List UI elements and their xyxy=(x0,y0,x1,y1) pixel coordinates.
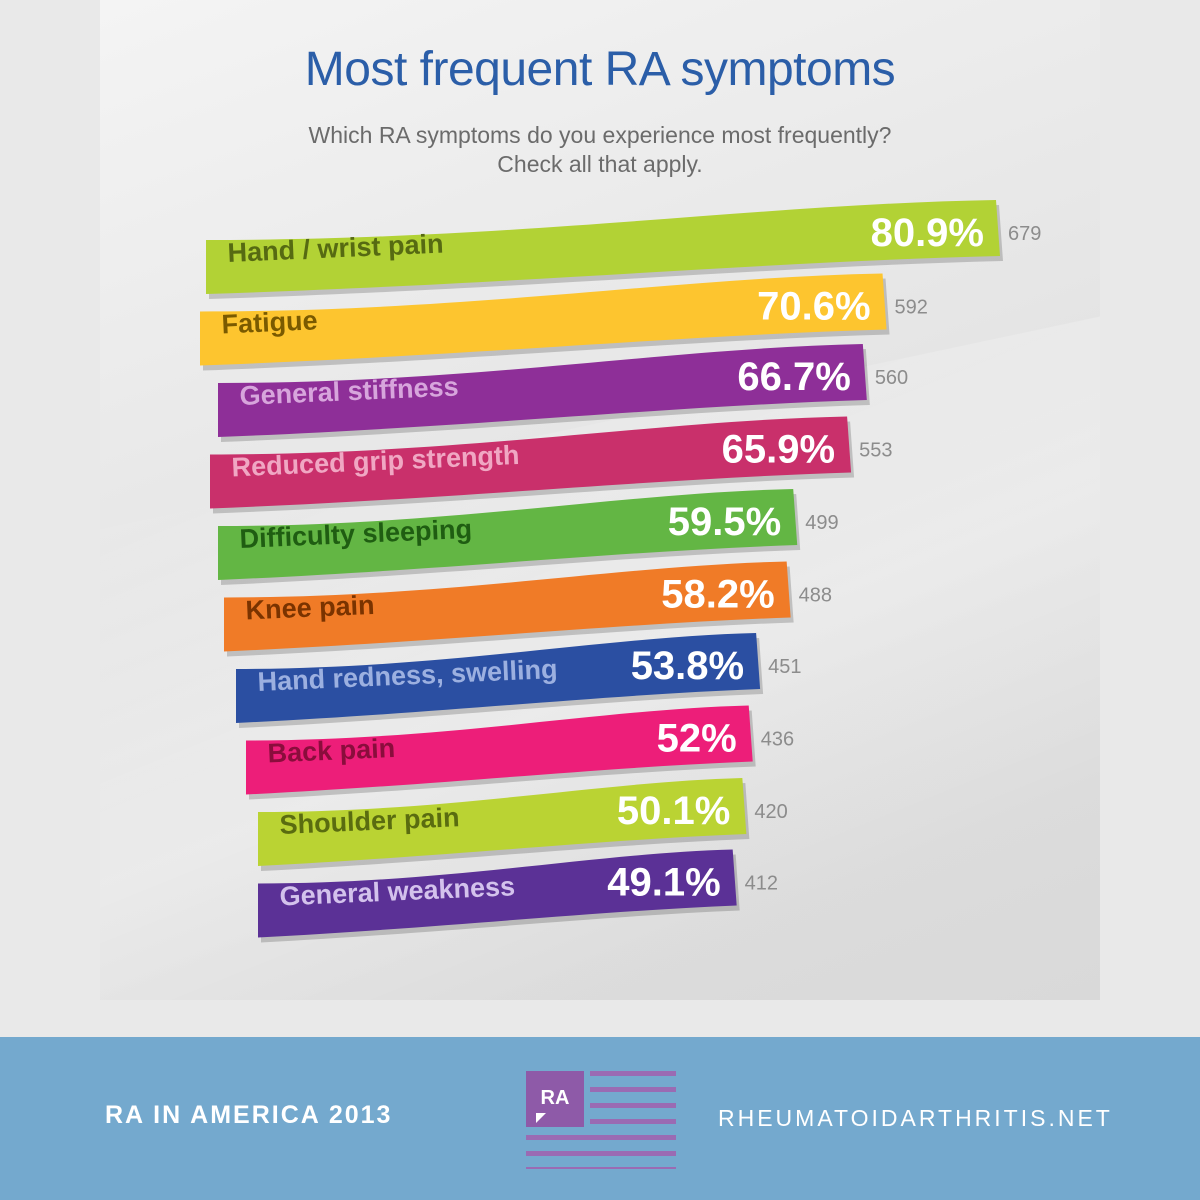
bar-group: Knee pain 58.2% 488 xyxy=(224,561,832,657)
ra-flag-logo: RA xyxy=(526,1071,676,1169)
bar-value-label: 80.9% xyxy=(871,211,984,255)
bar xyxy=(246,705,753,795)
bar-count-label: 592 xyxy=(895,297,928,319)
bar-count-label: 553 xyxy=(859,440,892,462)
bar xyxy=(210,416,852,509)
bar xyxy=(224,561,791,652)
bar-group: Hand / wrist pain 80.9% 679 xyxy=(206,200,1041,299)
bar xyxy=(258,849,737,938)
footer-banner: RA IN AMERICA 2013 RA RHEUMATOIDARTHRITI… xyxy=(0,1037,1200,1200)
bar xyxy=(206,200,1000,294)
infographic-card: Most frequent RA symptoms Which RA sympt… xyxy=(100,0,1100,1000)
bar-count-label: 436 xyxy=(761,729,794,751)
bar-group: Fatigue 70.6% 592 xyxy=(200,273,928,371)
bar-group: Hand redness, swelling 53.8% 451 xyxy=(236,633,801,728)
bar-value-label: 65.9% xyxy=(722,428,835,472)
bar xyxy=(218,344,867,437)
bar-count-label: 560 xyxy=(875,367,908,389)
bar-count-label: 420 xyxy=(754,801,787,823)
footer-website: RHEUMATOIDARTHRITIS.NET xyxy=(718,1105,1113,1131)
footer-campaign-title: RA IN AMERICA 2013 xyxy=(105,1101,393,1129)
bar-value-label: 59.5% xyxy=(668,500,781,544)
bar xyxy=(218,489,798,580)
bar-count-label: 679 xyxy=(1008,223,1041,245)
bar-group: Difficulty sleeping 59.5% 499 xyxy=(218,489,839,585)
bar-count-label: 451 xyxy=(768,656,801,678)
bar-value-label: 52% xyxy=(657,717,737,761)
bar-group: Shoulder pain 50.1% 420 xyxy=(258,778,788,871)
bar-value-label: 58.2% xyxy=(661,573,774,617)
bar-value-label: 70.6% xyxy=(757,285,870,329)
bar-group: Reduced grip strength 65.9% 553 xyxy=(210,416,892,514)
bar xyxy=(258,778,747,866)
bar-count-label: 488 xyxy=(799,585,832,607)
bar-group: General stiffness 66.7% 560 xyxy=(218,344,908,442)
bar-count-label: 412 xyxy=(745,873,778,895)
bar xyxy=(236,633,761,723)
bar-value-label: 53.8% xyxy=(631,644,744,688)
bar-category-label: Knee pain xyxy=(245,590,375,626)
bar-category-label: Back pain xyxy=(267,733,396,769)
chart-title: Most frequent RA symptoms xyxy=(304,43,896,96)
bar-category-label: Fatigue xyxy=(221,305,318,339)
bar-value-label: 66.7% xyxy=(737,355,850,399)
bar-value-label: 49.1% xyxy=(607,861,720,905)
bar xyxy=(200,273,887,366)
chart-subtitle-line-2: Check all that apply. xyxy=(497,151,703,177)
logo-text: RA xyxy=(541,1087,570,1109)
bar-group: Back pain 52% 436 xyxy=(246,705,794,800)
bar-count-label: 499 xyxy=(805,512,838,534)
chart-subtitle-line-1: Which RA symptoms do you experience most… xyxy=(308,122,892,148)
bar-value-label: 50.1% xyxy=(617,789,730,833)
